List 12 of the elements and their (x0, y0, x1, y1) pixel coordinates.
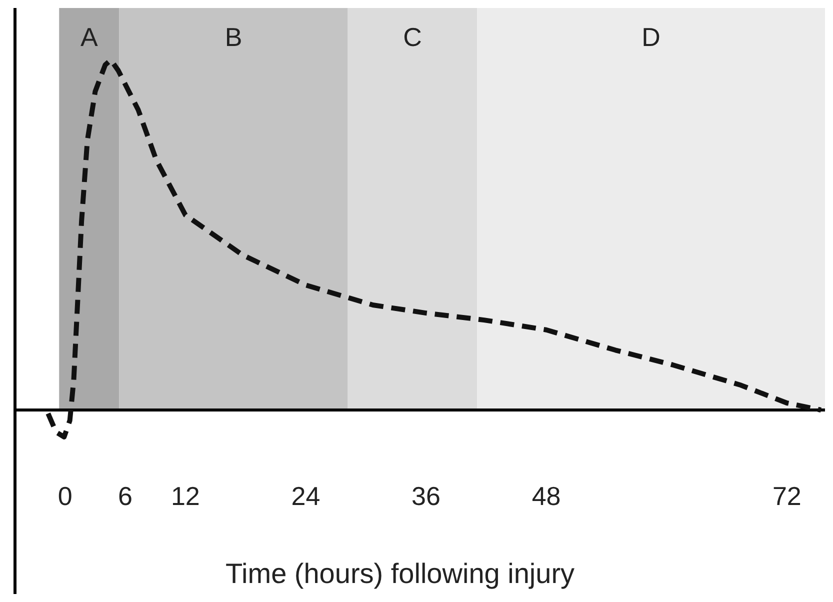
x-tick-label: 0 (58, 481, 72, 511)
band-label: A (80, 22, 99, 52)
x-tick-label: 24 (291, 481, 320, 511)
band-label: D (642, 22, 660, 52)
x-tick-label: 12 (170, 481, 200, 511)
band-label: B (224, 22, 242, 52)
x-tick-label: 36 (412, 481, 440, 511)
x-tick-label: 48 (532, 481, 561, 511)
band-label: C (403, 22, 422, 52)
x-tick-label: 6 (118, 481, 133, 511)
x-axis-title: Time (hours) following injury (225, 558, 575, 589)
x-tick-label: 72 (772, 481, 802, 511)
